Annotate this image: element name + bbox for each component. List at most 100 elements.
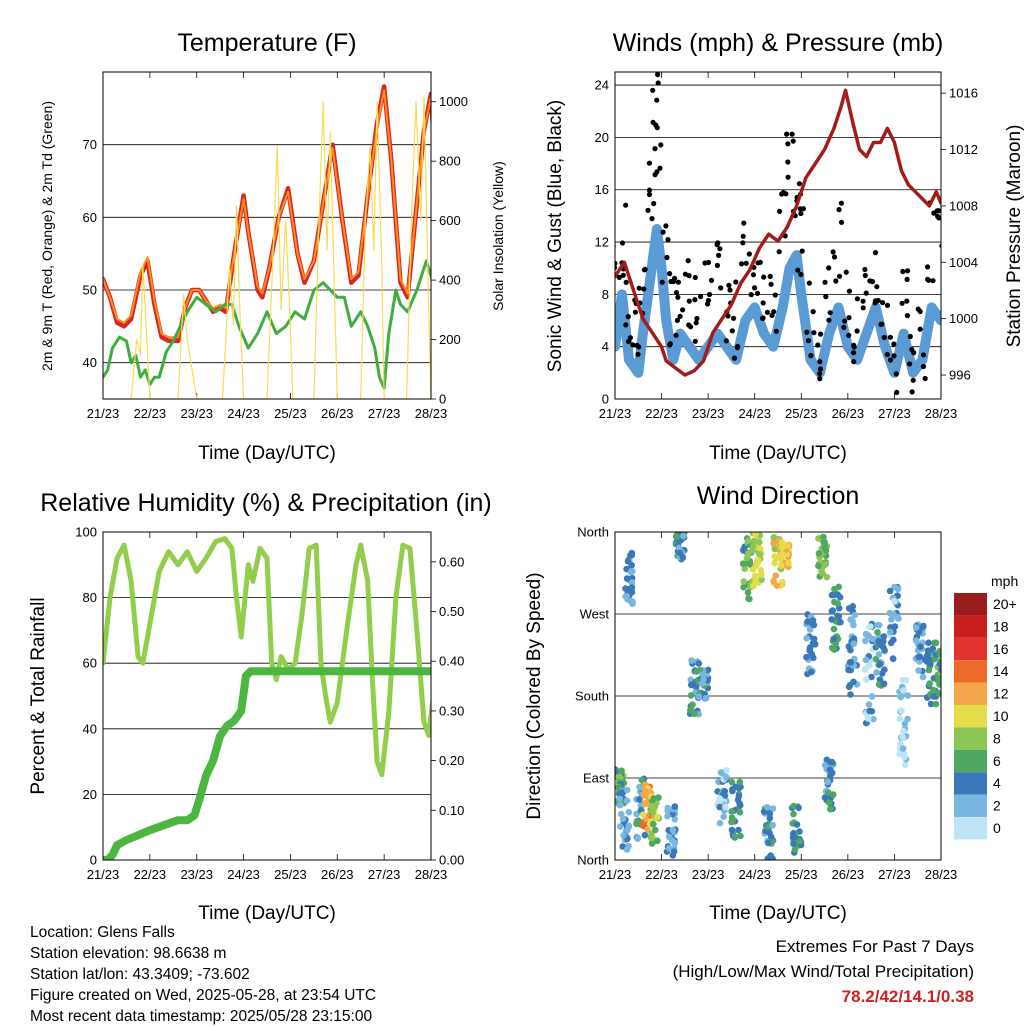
gust-point <box>664 254 670 261</box>
direction-point <box>680 532 687 540</box>
temperature-body <box>103 84 431 399</box>
winds-xtick: 28/23 <box>925 406 958 421</box>
direction-point <box>796 838 803 845</box>
direction-point <box>628 549 636 557</box>
direction-point <box>695 660 703 667</box>
gust-point <box>808 353 814 359</box>
gust-point <box>836 273 843 279</box>
direction-point <box>704 666 712 674</box>
gust-point <box>769 312 775 318</box>
rh-series-line <box>103 536 431 778</box>
direction-point <box>636 796 643 803</box>
direction-point <box>654 837 661 845</box>
gust-point <box>702 260 708 266</box>
gust-point <box>799 248 805 254</box>
gust-point <box>727 287 733 293</box>
direction-point <box>861 666 869 673</box>
gust-point <box>764 309 771 315</box>
direction-point <box>766 810 774 817</box>
legend-swatch <box>954 637 987 661</box>
gust-point <box>741 220 747 226</box>
gust-point <box>686 322 692 328</box>
legend-label: 6 <box>993 753 1001 769</box>
direction-point <box>623 592 631 600</box>
gust-point <box>646 187 653 193</box>
direction-point <box>895 615 902 622</box>
direction-point <box>623 786 631 794</box>
direction-point <box>638 776 646 784</box>
direction-point <box>834 591 841 598</box>
humidity-xtick: 22/23 <box>134 867 167 882</box>
winds-title: Winds (mph) & Pressure (mb) <box>613 29 944 57</box>
direction-point <box>845 683 853 691</box>
direction-point <box>625 822 633 830</box>
direction-point <box>850 640 858 648</box>
gust-point <box>641 286 647 292</box>
direction-point <box>754 560 761 567</box>
direction-point <box>901 753 908 761</box>
direction-point <box>641 831 649 839</box>
direction-point <box>767 852 774 859</box>
gust-point <box>827 310 833 316</box>
gust-point <box>673 290 680 296</box>
gust-point <box>860 298 866 304</box>
gust-point <box>894 389 900 395</box>
gust-point <box>925 276 931 282</box>
gust-point <box>846 315 852 321</box>
direction-point <box>935 690 941 697</box>
direction-point <box>828 616 835 623</box>
direction-point <box>829 607 836 614</box>
humidity-body <box>103 536 431 860</box>
direction-point <box>695 693 703 700</box>
winds-ytick-right: 1000 <box>949 311 978 326</box>
direction-point <box>769 821 776 829</box>
gust-point <box>609 286 614 291</box>
direction-point <box>716 795 724 802</box>
direction-point <box>837 618 844 626</box>
legend-label: 14 <box>993 663 1009 679</box>
winds-ytick-right: 996 <box>949 368 971 383</box>
direction-point <box>749 547 756 554</box>
gust-point <box>822 279 828 285</box>
gust-point <box>651 200 657 207</box>
humidity-ytick-left: 80 <box>83 590 97 605</box>
gust-point <box>729 328 735 334</box>
direction-point <box>934 677 941 684</box>
gust-point <box>625 338 632 345</box>
gust-point <box>717 246 723 252</box>
gust-point <box>817 366 824 372</box>
direction-point <box>822 560 830 568</box>
legend-label: 2 <box>993 798 1001 814</box>
gust-point <box>723 338 729 344</box>
legend-swatch <box>954 593 987 616</box>
gust-point <box>872 300 878 306</box>
direction-point <box>740 578 747 585</box>
gust-point <box>677 313 683 319</box>
direction-point <box>887 639 895 647</box>
gust-point <box>910 377 916 383</box>
direction-point <box>717 769 725 776</box>
direction-point <box>850 621 857 629</box>
direction-point <box>915 653 922 661</box>
direction-point <box>827 758 834 766</box>
direction-point <box>899 727 907 735</box>
direction-point <box>942 670 949 677</box>
direction-point <box>790 840 797 848</box>
direction-point <box>771 553 778 560</box>
direction-point <box>766 814 774 822</box>
gust-point <box>817 376 823 382</box>
legend-swatch <box>954 794 987 817</box>
direction-point <box>734 796 742 804</box>
direction-point <box>740 546 747 553</box>
gust-point <box>652 146 658 152</box>
wind_sonic-series-line <box>615 224 941 378</box>
gust-point <box>630 342 636 348</box>
temperature-ytick-right: 1000 <box>439 94 468 109</box>
gust-point <box>939 243 941 249</box>
gust-point <box>623 202 629 208</box>
direction-point <box>795 804 802 812</box>
gust-point <box>680 307 686 313</box>
legend-label: 0 <box>993 820 1001 836</box>
gust-point <box>815 342 821 348</box>
direction-point <box>810 654 817 662</box>
